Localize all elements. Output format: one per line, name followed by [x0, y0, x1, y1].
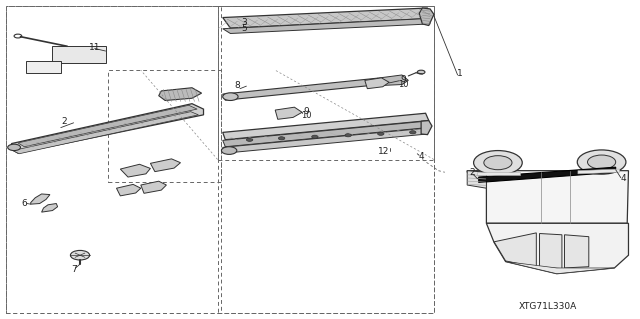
Circle shape	[278, 137, 285, 140]
Polygon shape	[12, 104, 204, 153]
Text: 11: 11	[89, 43, 100, 52]
Text: 2: 2	[61, 117, 67, 126]
Polygon shape	[564, 235, 589, 268]
Text: 6: 6	[22, 199, 27, 208]
Polygon shape	[223, 128, 428, 153]
Text: 12: 12	[378, 147, 390, 156]
Bar	[218, 6, 434, 313]
Polygon shape	[275, 107, 302, 119]
Circle shape	[221, 147, 237, 154]
Text: 1: 1	[457, 69, 462, 78]
Circle shape	[588, 155, 616, 169]
Polygon shape	[467, 171, 486, 188]
Text: 4: 4	[621, 174, 626, 182]
Polygon shape	[223, 78, 380, 100]
Polygon shape	[578, 169, 620, 174]
Polygon shape	[120, 164, 150, 177]
Polygon shape	[477, 172, 520, 175]
Circle shape	[246, 138, 253, 141]
Polygon shape	[18, 105, 197, 147]
Circle shape	[312, 135, 318, 138]
Polygon shape	[378, 75, 408, 85]
Polygon shape	[540, 234, 562, 269]
Text: 9: 9	[401, 75, 406, 84]
Polygon shape	[26, 61, 61, 73]
Polygon shape	[223, 121, 428, 147]
Circle shape	[8, 144, 20, 151]
Text: 10: 10	[301, 111, 311, 120]
Text: XTG71L330A: XTG71L330A	[518, 302, 577, 311]
Text: 3: 3	[242, 19, 247, 27]
Polygon shape	[159, 88, 202, 100]
Polygon shape	[223, 8, 430, 28]
Circle shape	[474, 151, 522, 175]
Polygon shape	[223, 113, 429, 140]
Polygon shape	[421, 121, 432, 135]
Polygon shape	[13, 112, 198, 154]
Polygon shape	[150, 159, 180, 172]
Bar	[6, 6, 221, 313]
Text: 5: 5	[242, 24, 247, 33]
Polygon shape	[141, 181, 166, 193]
Circle shape	[70, 250, 90, 260]
Polygon shape	[467, 171, 628, 223]
Circle shape	[410, 131, 416, 134]
Circle shape	[417, 70, 425, 74]
Text: 7: 7	[71, 265, 76, 274]
Text: 8: 8	[234, 81, 239, 90]
Polygon shape	[223, 19, 430, 33]
Polygon shape	[42, 204, 58, 212]
Circle shape	[378, 132, 384, 135]
Polygon shape	[31, 194, 50, 204]
Circle shape	[484, 156, 512, 170]
Text: 9: 9	[303, 107, 308, 115]
Circle shape	[223, 93, 238, 100]
Polygon shape	[365, 78, 389, 89]
Circle shape	[577, 150, 626, 174]
Text: 10: 10	[398, 80, 408, 89]
Polygon shape	[419, 8, 434, 26]
Polygon shape	[506, 262, 614, 274]
Polygon shape	[494, 233, 536, 267]
Bar	[218, 6, 434, 160]
Polygon shape	[52, 46, 106, 63]
Bar	[6, 6, 434, 313]
Polygon shape	[479, 167, 616, 182]
Polygon shape	[116, 184, 141, 196]
Circle shape	[345, 134, 351, 137]
Bar	[108, 70, 221, 182]
Text: 2: 2	[470, 168, 475, 177]
Text: 4: 4	[419, 152, 424, 161]
Polygon shape	[486, 223, 628, 274]
